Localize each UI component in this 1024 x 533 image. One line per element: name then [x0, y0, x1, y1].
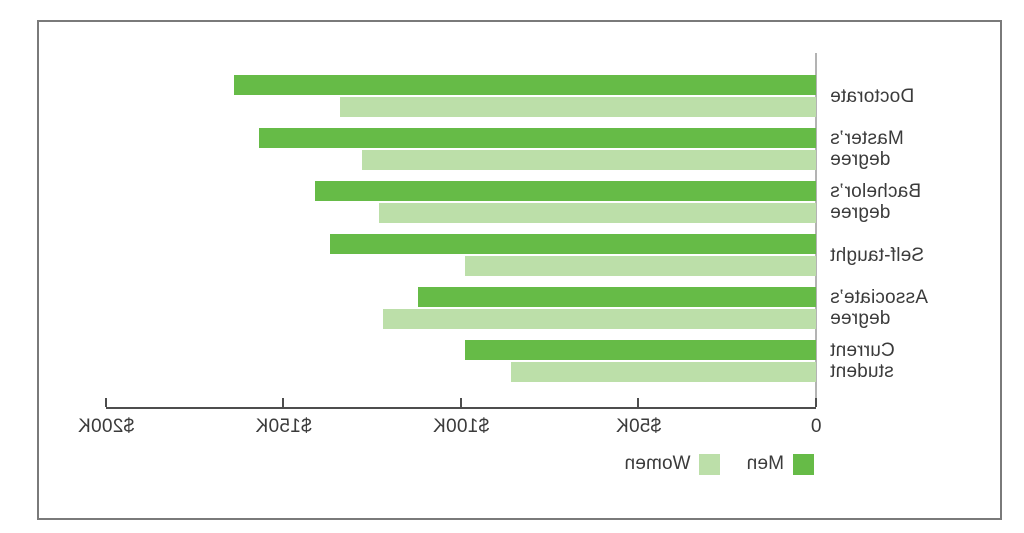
legend-swatch-women	[699, 453, 721, 475]
bar-women-5	[383, 309, 816, 329]
bar-women-6	[511, 362, 816, 382]
category-label: Master’s degree	[830, 128, 1000, 170]
axis-tick-label: $200K	[77, 416, 135, 437]
bar-women-4	[465, 256, 816, 276]
chart-frame: 0 $50K $100K $150K $200K Doctorate Master’s deg…	[37, 20, 1002, 520]
category-label: Bachelor’s degree	[830, 181, 1000, 223]
category-label: Doctorate	[830, 75, 1000, 117]
axis-tick	[105, 398, 107, 407]
axis-tick-label: $50K	[615, 416, 662, 437]
legend-item-men: Men	[746, 453, 814, 475]
legend-label: Women	[624, 453, 691, 474]
axis-tick-label: $100K	[432, 416, 490, 437]
bar-women-3	[379, 203, 816, 223]
chart-mirrored-container: 0 $50K $100K $150K $200K Doctorate Master’s deg…	[39, 22, 1000, 518]
value-axis-line	[106, 407, 816, 409]
axis-tick-label: $150K	[255, 416, 312, 437]
legend: Men Women	[598, 453, 814, 475]
legend-swatch-men	[793, 453, 814, 475]
bar-men-1	[234, 75, 816, 95]
category-label-text: Doctorate	[830, 85, 915, 107]
category-label-text: Current student	[830, 340, 895, 382]
category-label: Associate’s degree	[830, 287, 1000, 329]
legend-item-women: Women	[624, 453, 721, 475]
bar-men-6	[465, 340, 816, 360]
bar-men-4	[330, 234, 816, 254]
axis-tick	[637, 398, 640, 407]
legend-label: Men	[746, 453, 784, 474]
axis-tick	[815, 398, 817, 407]
bar-men-5	[418, 287, 816, 307]
plot-area: 0 $50K $100K $150K $200K Doctorate Master’s deg…	[39, 22, 1000, 518]
category-label-text: Bachelor’s degree	[830, 181, 922, 223]
category-label-text: Master’s degree	[830, 128, 904, 170]
bar-women-1	[340, 97, 816, 117]
bar-women-2	[362, 150, 816, 170]
axis-tick	[282, 398, 285, 407]
bar-men-3	[315, 181, 816, 201]
category-label: Self-taught	[830, 234, 1000, 276]
category-label-text: Associate’s degree	[830, 287, 928, 329]
axis-tick-label: 0	[810, 416, 822, 437]
category-label-text: Self-taught	[830, 244, 925, 266]
category-label: Current student	[830, 340, 1000, 382]
axis-tick	[460, 398, 462, 407]
bar-men-2	[259, 128, 816, 148]
